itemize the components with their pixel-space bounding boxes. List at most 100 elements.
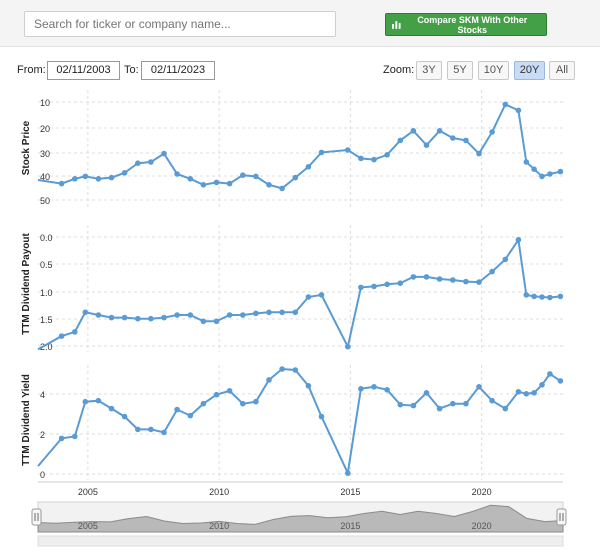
zoom-3y-button[interactable]: 3Y [416, 61, 442, 80]
data-point [476, 150, 482, 157]
navigator-tick-label: 2005 [78, 521, 98, 531]
data-point [266, 309, 272, 316]
navigator-tick-label: 2020 [472, 521, 492, 531]
y-tick-label: 0.0 [40, 233, 53, 243]
navigator-left-handle[interactable] [31, 508, 42, 526]
data-point [318, 292, 325, 298]
data-point [476, 384, 482, 390]
data-point [371, 384, 377, 390]
data-point [108, 405, 115, 412]
data-point [358, 284, 364, 291]
data-point [82, 309, 89, 316]
zoom-10y-button[interactable]: 10Y [478, 61, 509, 80]
data-point [72, 433, 78, 440]
data-point [213, 391, 220, 398]
data-point [174, 312, 180, 318]
data-point [423, 274, 430, 280]
data-point [226, 180, 233, 187]
data-point [226, 388, 233, 394]
data-point [174, 406, 180, 413]
data-point [108, 314, 115, 321]
data-point [200, 182, 207, 188]
y-tick-label: 0 [40, 470, 45, 480]
data-point [489, 268, 495, 275]
data-point [95, 397, 102, 404]
data-point [489, 129, 495, 135]
data-point [557, 293, 564, 300]
data-point [279, 185, 285, 192]
zoom-all-button[interactable]: All [549, 61, 575, 80]
data-point [515, 107, 522, 114]
data-point [174, 171, 180, 177]
data-point [463, 137, 469, 144]
y-tick-label: 0.5 [40, 260, 53, 270]
data-point [253, 310, 259, 317]
data-point [436, 128, 443, 134]
data-point [292, 309, 299, 316]
data-point [423, 390, 430, 396]
data-point [489, 397, 495, 404]
y-tick-label: 4 [40, 390, 45, 400]
data-point [148, 159, 154, 165]
data-point [213, 179, 220, 186]
data-point [279, 309, 285, 316]
data-point [58, 333, 65, 339]
zoom-label: Zoom: [383, 64, 415, 76]
y-tick-label: 50 [40, 196, 50, 206]
data-point [108, 174, 115, 181]
data-point [436, 276, 443, 282]
zoom-20y-button[interactable]: 20Y [514, 61, 545, 80]
data-point [121, 413, 128, 420]
data-point [436, 405, 443, 412]
data-point [523, 159, 530, 165]
data-point [410, 274, 417, 280]
x-tick-label: 2010 [209, 487, 229, 497]
bar-chart-icon [392, 21, 401, 29]
data-point [148, 426, 154, 433]
y-tick-label: 2 [40, 430, 45, 440]
data-point [397, 401, 404, 408]
x-tick-label: 2015 [340, 487, 360, 497]
search-input[interactable] [24, 11, 336, 37]
to-date-input[interactable]: 02/11/2023 [141, 61, 215, 80]
data-point [515, 389, 522, 395]
zoom-5y-button[interactable]: 5Y [447, 61, 473, 80]
data-point [161, 150, 167, 157]
data-point [121, 170, 128, 176]
data-point [547, 294, 553, 301]
data-point [476, 279, 482, 285]
data-point [121, 314, 128, 321]
data-point [58, 180, 65, 187]
data-point [358, 386, 364, 392]
data-point [463, 278, 469, 285]
data-point [95, 312, 102, 318]
y-axis-label: Stock Price [21, 120, 32, 175]
compare-stocks-button[interactable]: Compare SKM With Other Stocks [385, 13, 547, 36]
data-point [292, 367, 299, 373]
data-point [187, 176, 194, 182]
data-point [266, 182, 272, 188]
data-point [450, 277, 456, 283]
from-date-input[interactable]: 02/11/2003 [47, 61, 120, 80]
data-point [187, 312, 194, 318]
data-point [253, 398, 259, 405]
data-point [410, 402, 417, 409]
navigator-scrollbar[interactable] [37, 535, 564, 547]
data-point [410, 128, 417, 134]
data-point [305, 164, 312, 170]
data-point [515, 237, 522, 243]
data-point [82, 173, 89, 180]
data-point [240, 312, 246, 318]
y-tick-label: 30 [40, 149, 50, 159]
y-tick-label: 10 [40, 98, 50, 108]
data-point [384, 281, 390, 288]
data-point [450, 400, 456, 407]
data-point [523, 292, 530, 298]
data-point [557, 378, 564, 384]
data-point [292, 174, 299, 181]
y-tick-label: 2.0 [40, 342, 53, 352]
navigator-right-handle[interactable] [556, 508, 567, 526]
data-point [547, 371, 553, 377]
data-point [502, 101, 509, 108]
